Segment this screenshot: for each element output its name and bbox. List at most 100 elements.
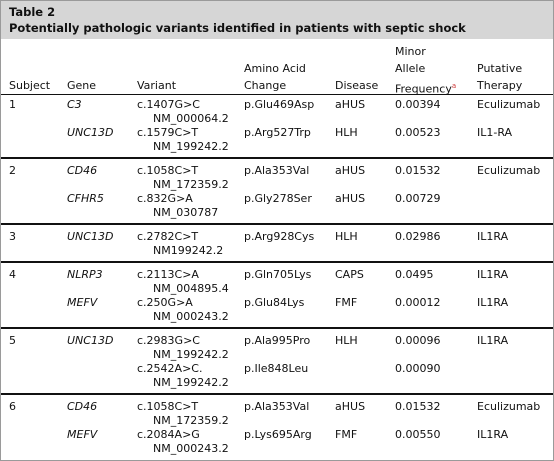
column-header: Minor	[395, 45, 426, 58]
frequency: 0.00012	[395, 296, 441, 309]
disease: aHUS	[335, 164, 366, 177]
variant: c.2782C>T	[137, 230, 199, 243]
gene: CFHR5	[67, 192, 104, 205]
therapy: IL1RA	[477, 334, 509, 347]
table-title: Potentially pathologic variants identifi…	[9, 21, 466, 35]
accession: NM_172359.2	[153, 178, 229, 191]
frequency: 0.02986	[395, 230, 441, 243]
change: p.Ile848Leu	[244, 362, 309, 375]
change: p.Arg527Trp	[244, 126, 311, 139]
change: p.Arg928Cys	[244, 230, 315, 243]
therapy: Eculizumab	[477, 164, 541, 177]
accession: NM_000064.2	[153, 112, 229, 125]
variant: c.2542A>C.	[137, 362, 203, 375]
gene: MEFV	[67, 296, 98, 309]
variant: c.1579C>T	[137, 126, 199, 139]
subject: 1	[9, 98, 16, 111]
disease: CAPS	[335, 268, 364, 281]
gene: NLRP3	[67, 268, 103, 281]
frequency: 0.00729	[395, 192, 441, 205]
change: p.Gln705Lys	[244, 268, 312, 281]
column-header: Therapy	[477, 79, 523, 92]
disease: HLH	[335, 230, 358, 243]
subject: 3	[9, 230, 16, 243]
variant: c.1058C>T	[137, 164, 199, 177]
variant: c.1407G>C	[137, 98, 200, 111]
disease: aHUS	[335, 98, 366, 111]
disease: aHUS	[335, 192, 366, 205]
rule	[1, 261, 553, 263]
accession: NM_000243.2	[153, 442, 229, 455]
accession: NM_000243.2	[153, 310, 229, 323]
subject: 6	[9, 400, 16, 413]
gene: UNC13D	[67, 230, 114, 243]
subject: 5	[9, 334, 16, 347]
variant: c.2113C>A	[137, 268, 199, 281]
therapy: IL1RA	[477, 296, 509, 309]
accession: NM199242.2	[153, 244, 224, 257]
frequency: 0.00096	[395, 334, 441, 347]
accession: NM_030787	[153, 206, 219, 219]
therapy: IL1RA	[477, 268, 509, 281]
accession: NM_199242.2	[153, 140, 229, 153]
disease: aHUS	[335, 400, 366, 413]
change: p.Ala995Pro	[244, 334, 311, 347]
change: p.Ala353Val	[244, 400, 310, 413]
column-header: Variant	[137, 79, 177, 92]
disease: FMF	[335, 428, 358, 441]
column-header: Frequencya	[395, 82, 457, 96]
accession: NM_199242.2	[153, 376, 229, 389]
gene: UNC13D	[67, 126, 114, 139]
therapy: IL1RA	[477, 230, 509, 243]
frequency: 0.00550	[395, 428, 441, 441]
column-header: Change	[244, 79, 287, 92]
change: p.Glu84Lys	[244, 296, 305, 309]
footnote-mark: a	[451, 82, 457, 90]
therapy: Eculizumab	[477, 400, 541, 413]
accession: NM_172359.2	[153, 414, 229, 427]
rule	[1, 223, 553, 225]
frequency: 0.0495	[395, 268, 434, 281]
column-header: Amino Acid	[244, 62, 306, 75]
variant: c.832G>A	[137, 192, 193, 205]
disease: HLH	[335, 334, 358, 347]
column-header: Putative	[477, 62, 523, 75]
variant: c.250G>A	[137, 296, 193, 309]
gene: UNC13D	[67, 334, 114, 347]
frequency: 0.00090	[395, 362, 441, 375]
gene: CD46	[67, 164, 98, 177]
variant: c.1058C>T	[137, 400, 199, 413]
change: p.Lys695Arg	[244, 428, 312, 441]
frequency: 0.01532	[395, 400, 441, 413]
subject: 4	[9, 268, 16, 281]
column-header: Subject	[9, 79, 51, 92]
rule	[1, 94, 553, 95]
accession: NM_004895.4	[153, 282, 229, 295]
therapy: IL1RA	[477, 428, 509, 441]
subject: 2	[9, 164, 16, 177]
gene: C3	[67, 98, 82, 111]
column-header: Gene	[67, 79, 97, 92]
gene: CD46	[67, 400, 98, 413]
therapy: Eculizumab	[477, 98, 541, 111]
frequency: 0.01532	[395, 164, 441, 177]
accession: NM_199242.2	[153, 348, 229, 361]
change: p.Ala353Val	[244, 164, 310, 177]
change: p.Gly278Ser	[244, 192, 312, 205]
disease: HLH	[335, 126, 358, 139]
therapy: IL1-RA	[477, 126, 513, 139]
frequency: 0.00394	[395, 98, 441, 111]
variant: c.2084A>G	[137, 428, 200, 441]
table-label: Table 2	[9, 5, 56, 19]
change: p.Glu469Asp	[244, 98, 315, 111]
rule	[1, 157, 553, 159]
gene: MEFV	[67, 428, 98, 441]
table-header: Table 2 Potentially pathologic variants …	[1, 1, 553, 39]
disease: FMF	[335, 296, 358, 309]
column-header: Disease	[335, 79, 379, 92]
rule	[1, 393, 553, 395]
column-header: Allele	[395, 62, 426, 75]
rule	[1, 327, 553, 329]
variant: c.2983G>C	[137, 334, 200, 347]
